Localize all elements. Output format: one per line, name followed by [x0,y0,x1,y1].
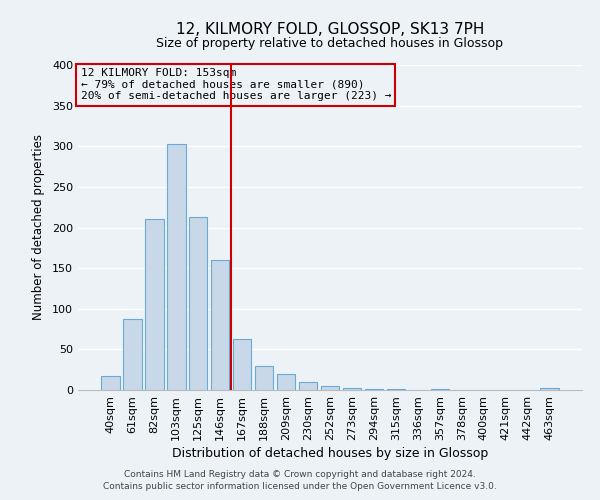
Bar [320,386,340,390]
Y-axis label: Number of detached properties: Number of detached properties [32,134,45,320]
Bar [101,376,119,390]
Bar [299,382,317,390]
Bar [365,389,383,390]
Bar [431,389,449,390]
Bar [211,260,229,390]
Bar [277,374,295,390]
Text: Contains public sector information licensed under the Open Government Licence v3: Contains public sector information licen… [103,482,497,491]
Bar [386,389,405,390]
Bar [343,388,361,390]
Bar [541,388,559,390]
Bar [123,318,142,390]
Bar [167,144,185,390]
X-axis label: Distribution of detached houses by size in Glossop: Distribution of detached houses by size … [172,447,488,460]
Text: 12, KILMORY FOLD, GLOSSOP, SK13 7PH: 12, KILMORY FOLD, GLOSSOP, SK13 7PH [176,22,484,38]
Bar [233,339,251,390]
Bar [255,366,274,390]
Bar [145,220,164,390]
Bar [189,217,208,390]
Text: Contains HM Land Registry data © Crown copyright and database right 2024.: Contains HM Land Registry data © Crown c… [124,470,476,479]
Text: 12 KILMORY FOLD: 153sqm
← 79% of detached houses are smaller (890)
20% of semi-d: 12 KILMORY FOLD: 153sqm ← 79% of detache… [80,68,391,102]
Text: Size of property relative to detached houses in Glossop: Size of property relative to detached ho… [157,38,503,51]
